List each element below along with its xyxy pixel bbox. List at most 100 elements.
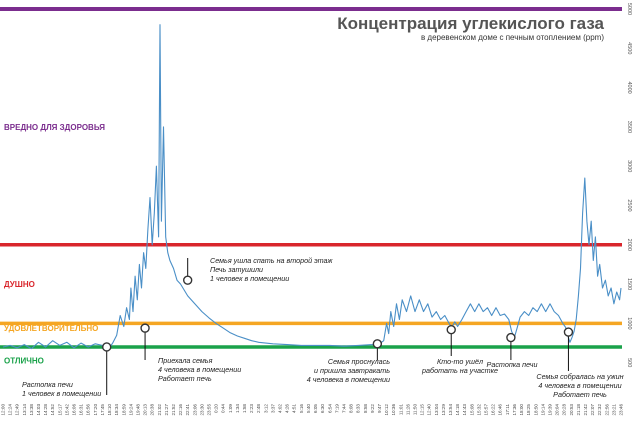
x-tick-label: 12:49 — [15, 404, 20, 416]
x-tick-label: 18:00 — [519, 404, 524, 416]
x-tick-label: 9:22 — [370, 404, 375, 413]
chart-title: Концентрация углекислого газа — [337, 14, 604, 33]
annotation-marker — [506, 332, 516, 343]
x-tick-label: 23:55 — [207, 404, 212, 416]
x-tick-label: 23:46 — [619, 404, 624, 416]
annotation-text: Печь затушили — [210, 265, 263, 274]
x-tick-label: 21:02 — [157, 404, 162, 416]
x-tick-label: 9:47 — [377, 404, 382, 413]
x-tick-label: 17:20 — [93, 404, 98, 416]
annotation-marker — [446, 324, 456, 335]
x-tick-label: 15:57 — [484, 404, 489, 416]
annotation-marker — [102, 342, 112, 352]
x-tick-label: 8:58 — [363, 404, 368, 413]
annotation-text: 4 человека в помещении — [158, 365, 241, 374]
x-tick-label: 8:33 — [356, 404, 361, 413]
x-tick-label: 23:06 — [192, 404, 197, 416]
x-tick-label: 5:40 — [306, 404, 311, 413]
x-axis-ticks: 12:00 12:24 12:49 13:14 13:38 14:03 14:28 14:52… — [1, 404, 624, 416]
y-tick-label: 2500 — [626, 199, 632, 211]
x-tick-label: 12:24 — [8, 404, 13, 416]
x-tick-label: 10:12 — [384, 404, 389, 416]
x-tick-label: 17:45 — [100, 404, 105, 416]
annotation-text: работать на участке — [421, 366, 498, 375]
x-tick-label: 6:54 — [327, 404, 332, 413]
x-tick-label: 1:09 — [228, 404, 233, 413]
x-tick-label: 18:59 — [121, 404, 126, 416]
chart-subtitle: в деревенском доме с печным отоплением (… — [421, 33, 604, 42]
y-axis-ticks: 500 1000 1500 2000 2500 3000 3500 4000 4500 5000 — [626, 3, 632, 367]
x-tick-label: 20:28 — [562, 404, 567, 416]
x-tick-label: 16:46 — [498, 404, 503, 416]
annotation-marker — [563, 327, 574, 337]
x-tick-label: 6:30 — [320, 404, 325, 413]
x-tick-label: 15:42 — [64, 404, 69, 416]
annotation-text: 4 человека в помещении — [307, 375, 390, 384]
x-tick-label: 19:14 — [540, 404, 545, 416]
x-tick-label: 12:40 — [427, 404, 432, 416]
annotation-text: Семья проснулась — [328, 357, 390, 366]
annotation-text: 1 человек в помещении — [210, 274, 289, 283]
x-tick-label: 2:23 — [249, 404, 254, 413]
x-tick-label: 23:30 — [199, 404, 204, 416]
x-tick-label: 18:34 — [114, 404, 119, 416]
x-tick-label: 22:07 — [590, 404, 595, 416]
x-tick-label: 10:36 — [391, 404, 396, 416]
x-tick-label: 21:18 — [576, 404, 581, 416]
x-tick-label: 20:13 — [143, 404, 148, 416]
x-tick-label: 13:54 — [448, 404, 453, 416]
y-tick-label: 1000 — [626, 317, 632, 329]
x-tick-label: 4:51 — [292, 404, 297, 413]
y-tick-label: 4000 — [626, 81, 632, 93]
annotation-text: Приехала семья — [158, 356, 213, 365]
zones-layer: ВРЕДНО ДЛЯ ЗДОРОВЬЯ ДУШНО УДОВЛЕТВОРИТЕЛЬН… — [0, 7, 622, 365]
x-tick-label: 20:53 — [569, 404, 574, 416]
x-tick-label: 6:05 — [313, 404, 318, 413]
x-tick-label: 22:16 — [178, 404, 183, 416]
x-tick-label: 8:08 — [349, 404, 354, 413]
zone-label: ВРЕДНО ДЛЯ ЗДОРОВЬЯ — [4, 123, 105, 132]
x-tick-label: 14:03 — [36, 404, 41, 416]
x-tick-label: 15:17 — [57, 404, 62, 416]
annotation-text: Работает печь — [158, 374, 212, 383]
x-tick-label: 22:32 — [597, 404, 602, 416]
y-tick-label: 5000 — [626, 3, 632, 15]
x-tick-label: 18:10 — [107, 404, 112, 416]
x-tick-label: 13:29 — [441, 404, 446, 416]
x-tick-label: 23:21 — [611, 404, 616, 416]
x-tick-label: 22:56 — [604, 404, 609, 416]
annotation-text: Кто-то ушёл — [437, 357, 483, 366]
x-tick-label: 20:38 — [150, 404, 155, 416]
x-tick-label: 16:56 — [86, 404, 91, 416]
y-tick-label: 3000 — [626, 160, 632, 172]
zone-label: ДУШНО — [4, 280, 35, 289]
x-tick-label: 17:36 — [512, 404, 517, 416]
x-tick-label: 14:18 — [455, 404, 460, 416]
x-tick-label: 0:44 — [221, 404, 226, 413]
x-tick-label: 11:01 — [398, 404, 403, 416]
x-tick-label: 11:26 — [405, 404, 410, 416]
annotation-text: 1 человек в помещении — [22, 389, 101, 398]
annotation-text: Растопка печи — [487, 360, 538, 369]
zone-label: УДОВЛЕТВОРИТЕЛЬНО — [4, 324, 98, 333]
y-tick-label: 4500 — [626, 42, 632, 54]
annotation-text: Растопка печи — [22, 380, 73, 389]
x-tick-label: 4:26 — [285, 404, 290, 413]
zone-label: ОТЛИЧНО — [4, 356, 44, 365]
annotation-marker — [140, 323, 150, 333]
x-tick-label: 16:22 — [491, 404, 496, 416]
x-tick-label: 5:16 — [299, 404, 304, 413]
y-tick-label: 1500 — [626, 278, 632, 290]
x-tick-label: 7:19 — [334, 404, 339, 413]
annotation-text: 4 человека в помещении — [538, 381, 621, 390]
x-tick-label: 0:20 — [214, 404, 219, 413]
x-tick-label: 21:27 — [164, 404, 169, 416]
x-tick-label: 3:37 — [270, 404, 275, 413]
x-tick-label: 19:39 — [547, 404, 552, 416]
x-tick-label: 21:42 — [583, 404, 588, 416]
x-tick-label: 15:08 — [469, 404, 474, 416]
x-tick-label: 17:11 — [505, 404, 510, 416]
annotation-text: Работает печь — [553, 390, 607, 399]
x-tick-label: 20:04 — [555, 404, 560, 416]
x-tick-label: 19:24 — [128, 404, 133, 416]
